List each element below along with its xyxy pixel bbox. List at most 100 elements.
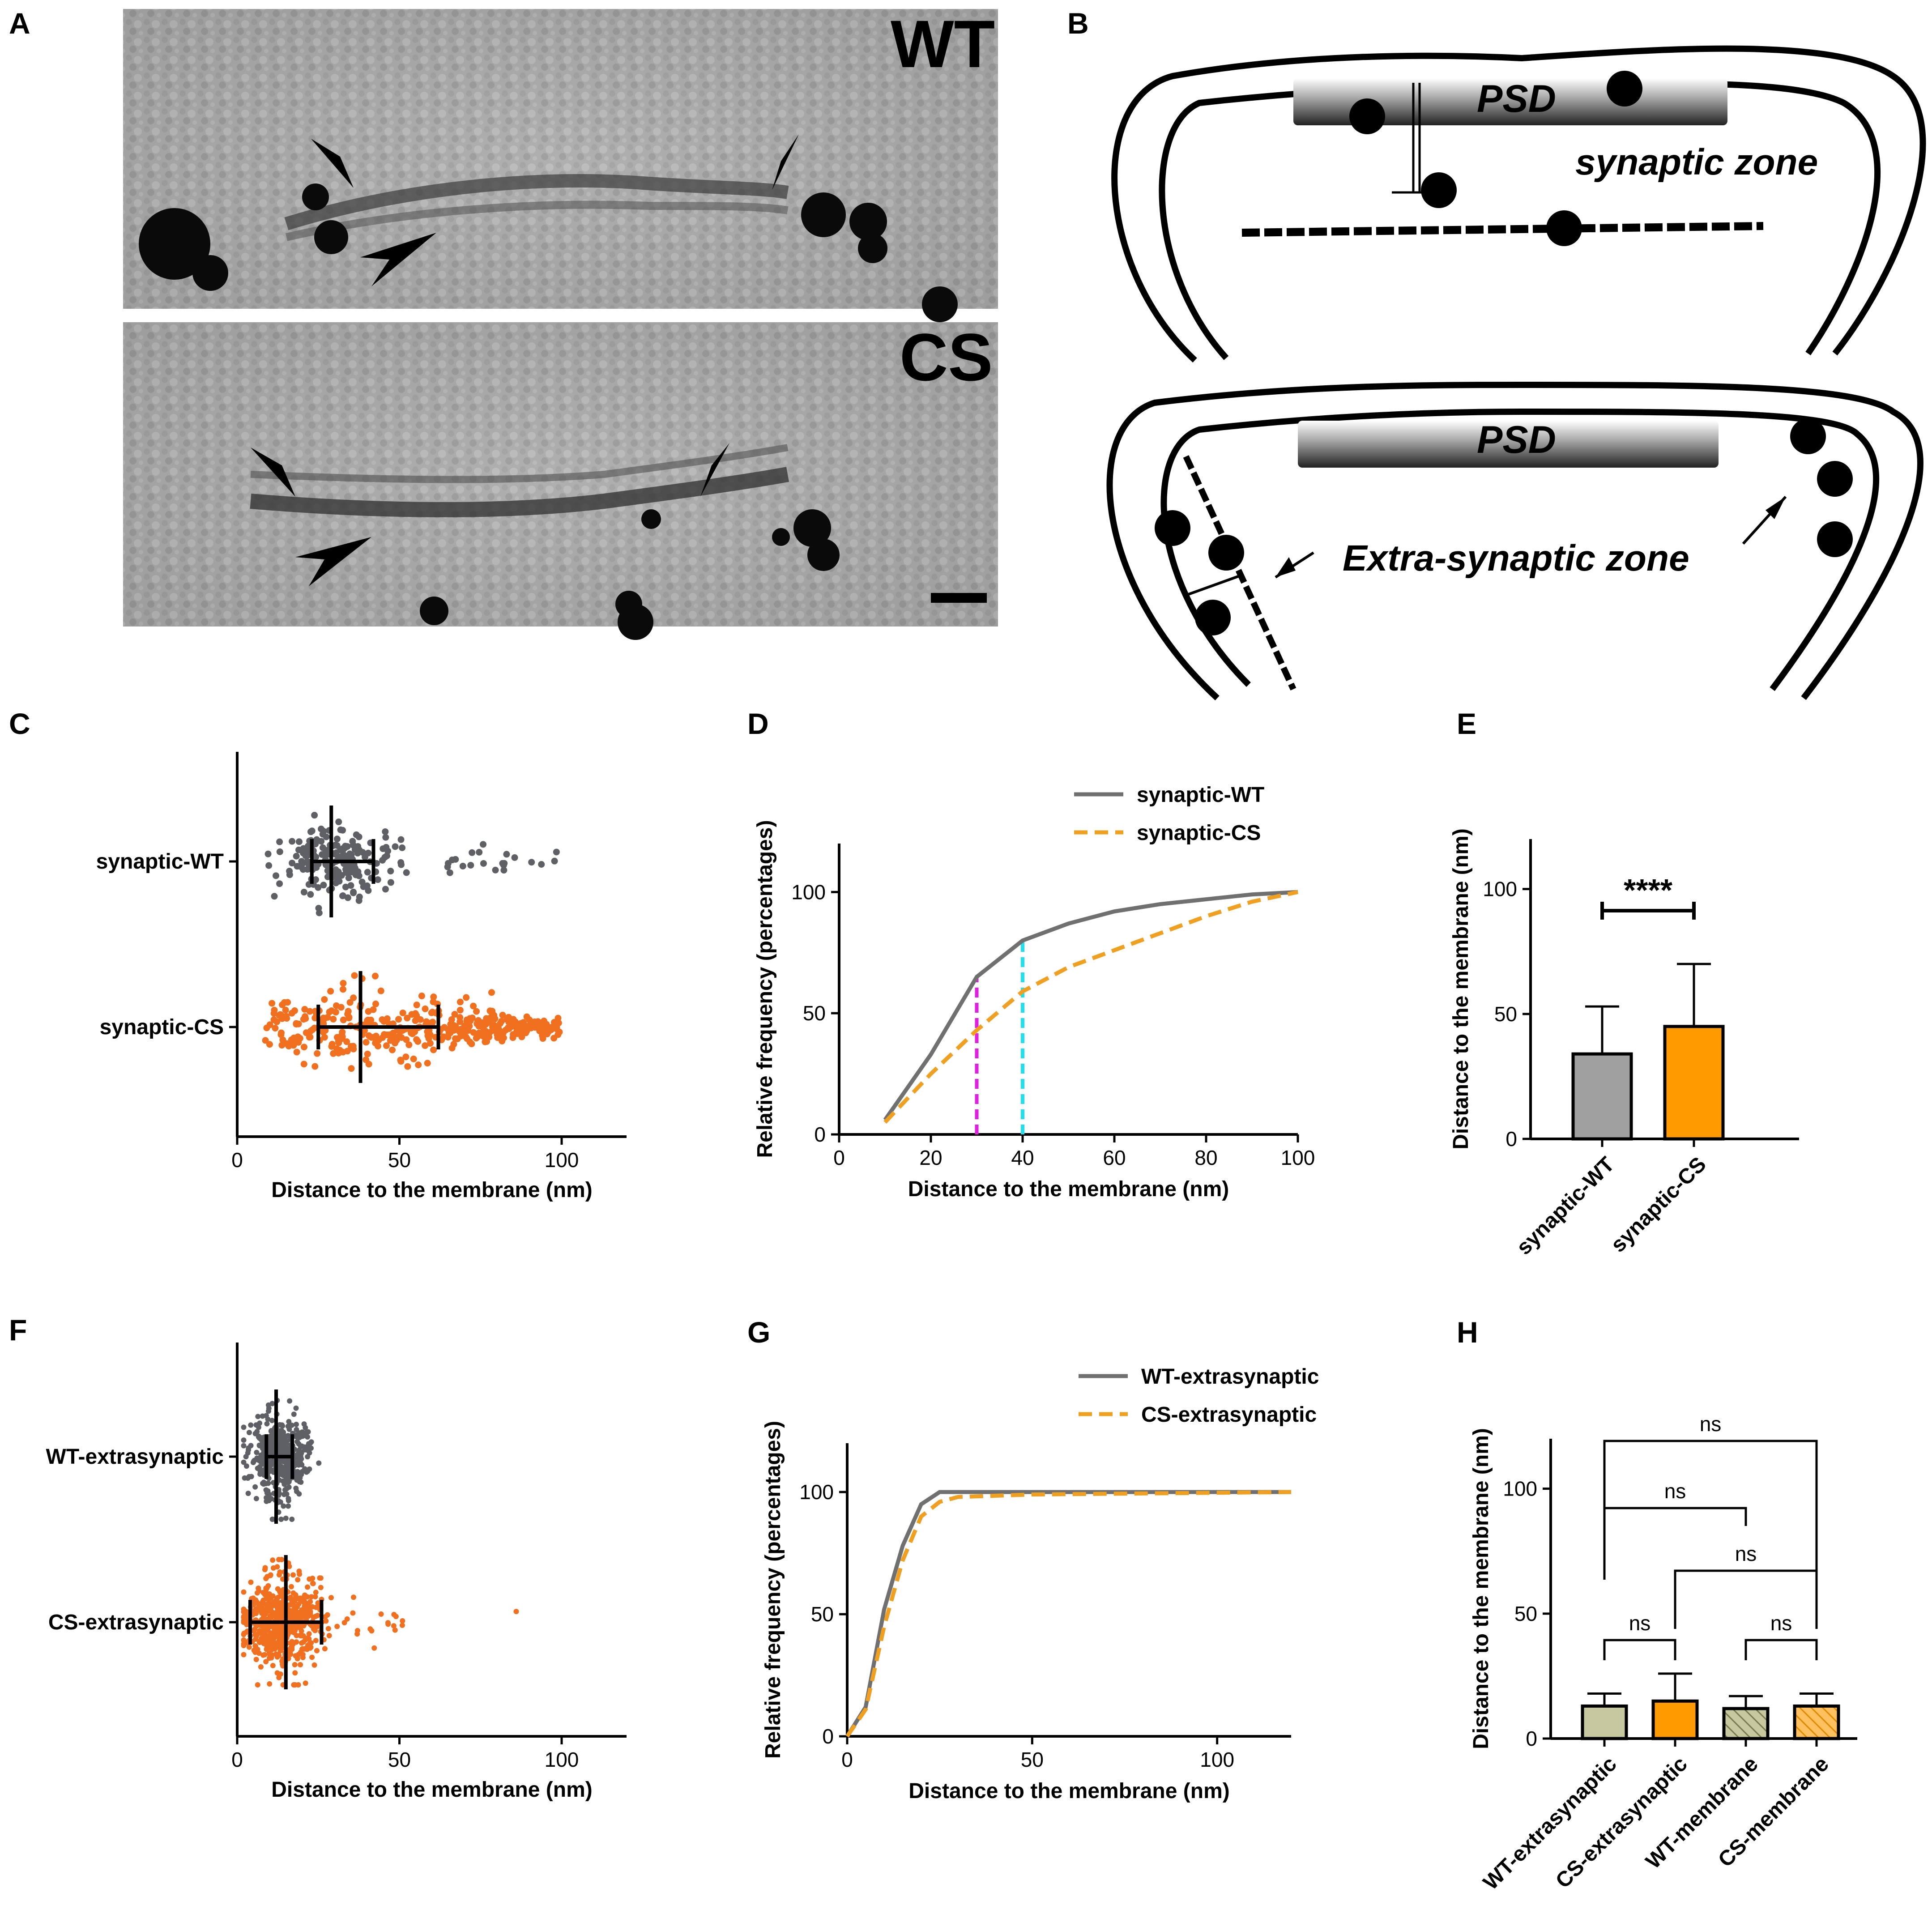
data-point (241, 1638, 247, 1644)
data-point (283, 1515, 289, 1521)
data-point (297, 1471, 303, 1477)
data-point (351, 972, 358, 979)
x-tick-label: 0 (231, 1148, 243, 1172)
data-point (303, 1425, 308, 1431)
data-point (345, 869, 352, 876)
data-point (423, 1018, 430, 1025)
data-point (447, 1021, 454, 1028)
data-point (352, 871, 359, 878)
data-point (528, 859, 535, 866)
data-point (286, 1503, 291, 1509)
data-point (294, 1653, 300, 1659)
data-point (268, 1595, 274, 1601)
data-point (339, 1049, 346, 1056)
data-point (347, 882, 354, 889)
x-axis-title: Distance to the membrane (nm) (271, 1778, 592, 1802)
data-point (266, 1041, 273, 1048)
data-point (305, 1635, 311, 1641)
data-point (290, 1572, 296, 1578)
data-point (379, 1016, 386, 1023)
data-point (307, 1609, 313, 1615)
data-point (309, 1654, 315, 1660)
data-point (545, 1028, 552, 1036)
data-point (248, 1443, 254, 1449)
data-point (301, 1006, 308, 1013)
data-point (289, 838, 296, 845)
data-point (267, 1655, 273, 1661)
data-point (311, 1662, 317, 1668)
data-point (399, 844, 406, 852)
data-point (262, 1037, 269, 1044)
data-point (300, 1061, 307, 1068)
data-point (254, 1623, 260, 1628)
data-point (313, 1637, 319, 1643)
data-point (486, 1029, 493, 1036)
data-point (248, 1422, 254, 1428)
data-point (296, 1447, 302, 1453)
data-point (316, 1460, 322, 1466)
data-point (296, 863, 303, 870)
data-point (326, 1633, 332, 1639)
significance-bracket (1603, 1507, 1747, 1575)
data-point (256, 1424, 261, 1430)
data-point (262, 1652, 268, 1658)
data-point (335, 818, 342, 826)
data-point (241, 1632, 247, 1637)
data-point (489, 1008, 496, 1015)
data-point (315, 884, 322, 891)
data-point (324, 1612, 330, 1618)
data-point (251, 1628, 256, 1633)
x-axis-title: Distance to the membrane (nm) (908, 1779, 1229, 1803)
data-point (463, 1035, 470, 1042)
panel-letter-f: F (9, 1313, 27, 1347)
synaptic-zone-label: synaptic zone (1575, 142, 1818, 183)
data-point (252, 1484, 258, 1490)
data-point (520, 1019, 527, 1026)
significance-label: ns (1664, 1479, 1686, 1503)
data-point (348, 1065, 355, 1072)
data-point (292, 1628, 298, 1633)
x-tick-label: 100 (545, 1748, 579, 1771)
data-point (382, 828, 389, 835)
data-point (425, 1035, 432, 1042)
data-point (268, 1630, 273, 1636)
data-point (263, 1659, 269, 1665)
data-point (284, 1486, 290, 1492)
data-point (319, 844, 326, 851)
y-tick-label: 50 (1514, 1602, 1537, 1625)
data-point (311, 1063, 319, 1070)
data-point (372, 1000, 380, 1007)
data-point (286, 1496, 291, 1501)
data-point (297, 1430, 303, 1436)
data-point (371, 1645, 377, 1651)
data-point (272, 1613, 278, 1619)
data-point (322, 1646, 328, 1652)
panel-letter-a: A (9, 7, 30, 40)
x-tick-label: 60 (1103, 1146, 1126, 1169)
series-line-CS-extrasynaptic (845, 1490, 1292, 1738)
data-point (304, 843, 311, 850)
data-point (292, 1598, 298, 1604)
data-point (397, 836, 405, 843)
data-point (499, 1011, 506, 1019)
data-point (313, 1590, 319, 1595)
data-point (276, 1675, 282, 1680)
data-point (364, 869, 371, 876)
data-point (413, 1002, 420, 1009)
data-point (300, 1044, 307, 1051)
data-point (513, 1609, 519, 1615)
data-point (306, 1008, 313, 1015)
data-point (286, 871, 293, 878)
data-point (241, 1459, 247, 1465)
data-point (510, 1016, 517, 1023)
data-point (290, 1641, 296, 1647)
data-point (348, 852, 355, 859)
data-point (293, 852, 300, 860)
data-point (384, 1015, 391, 1022)
category-label: WT-extrasynaptic (1479, 1752, 1621, 1895)
data-point (372, 1040, 379, 1047)
data-point (291, 1007, 298, 1014)
data-point (264, 1609, 270, 1615)
data-point (381, 854, 388, 861)
panel-h: H 0 50 100 Distance to the membrane (nm) WT-e… (1457, 1316, 1857, 1895)
